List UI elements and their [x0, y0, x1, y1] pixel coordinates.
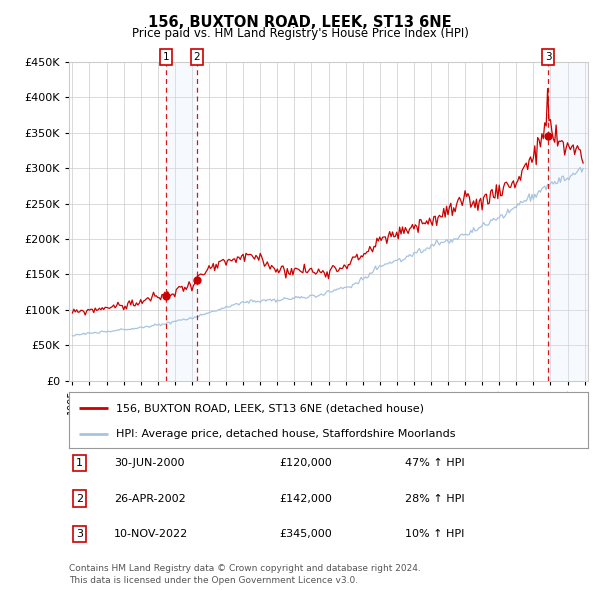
Bar — [548, 62, 600, 381]
Text: 3: 3 — [545, 52, 551, 62]
Text: 1: 1 — [163, 52, 170, 62]
Text: 2: 2 — [76, 494, 83, 503]
Text: 26-APR-2002: 26-APR-2002 — [114, 494, 186, 503]
Text: HPI: Average price, detached house, Staffordshire Moorlands: HPI: Average price, detached house, Staf… — [116, 430, 455, 440]
Text: 156, BUXTON ROAD, LEEK, ST13 6NE: 156, BUXTON ROAD, LEEK, ST13 6NE — [148, 15, 452, 30]
Text: 3: 3 — [76, 529, 83, 539]
Text: 2: 2 — [194, 52, 200, 62]
Text: Contains HM Land Registry data © Crown copyright and database right 2024.
This d: Contains HM Land Registry data © Crown c… — [69, 565, 421, 585]
Text: 1: 1 — [76, 458, 83, 468]
Text: £142,000: £142,000 — [279, 494, 332, 503]
Text: £345,000: £345,000 — [279, 529, 332, 539]
Text: 47% ↑ HPI: 47% ↑ HPI — [405, 458, 464, 468]
Text: 30-JUN-2000: 30-JUN-2000 — [114, 458, 185, 468]
Text: £120,000: £120,000 — [279, 458, 332, 468]
Text: 10% ↑ HPI: 10% ↑ HPI — [405, 529, 464, 539]
Text: Price paid vs. HM Land Registry's House Price Index (HPI): Price paid vs. HM Land Registry's House … — [131, 27, 469, 40]
Text: 28% ↑ HPI: 28% ↑ HPI — [405, 494, 464, 503]
Bar — [166, 62, 197, 381]
Text: 156, BUXTON ROAD, LEEK, ST13 6NE (detached house): 156, BUXTON ROAD, LEEK, ST13 6NE (detach… — [116, 403, 424, 413]
Text: 10-NOV-2022: 10-NOV-2022 — [114, 529, 188, 539]
